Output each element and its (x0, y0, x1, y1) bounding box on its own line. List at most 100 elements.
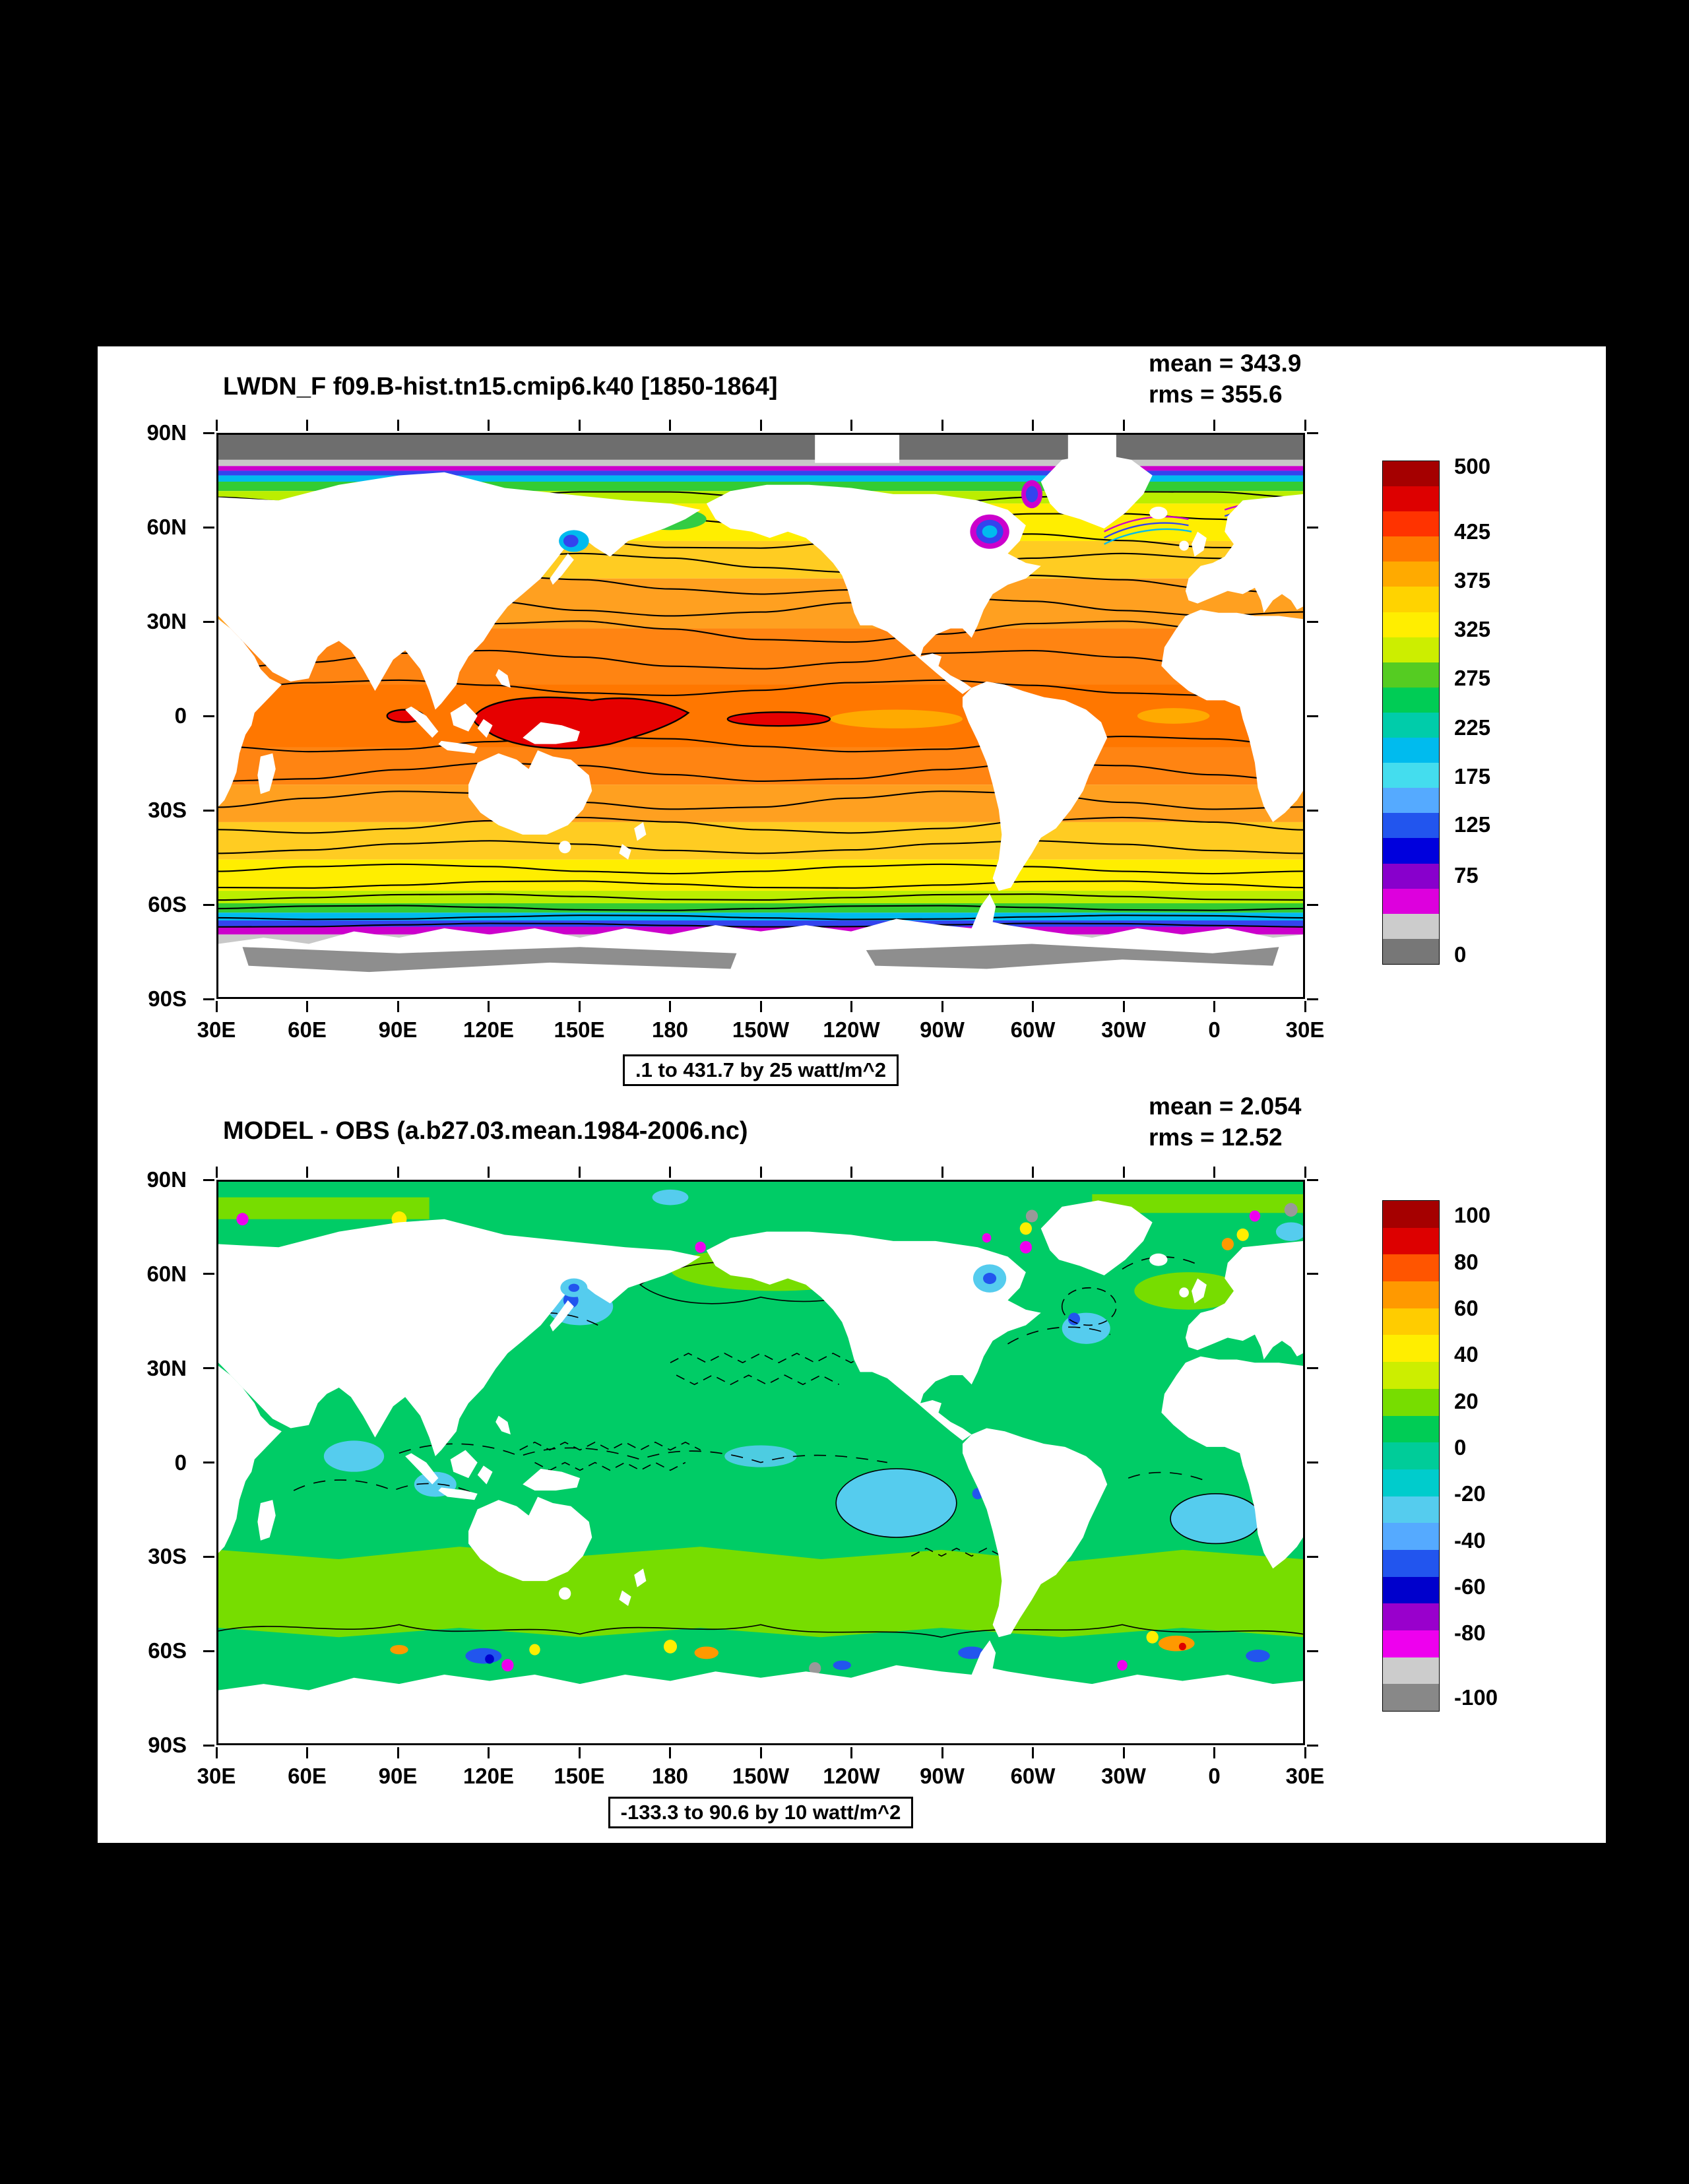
lon-tick-mark (759, 420, 762, 431)
top-map (216, 433, 1305, 999)
colorbar-segment (1383, 1469, 1439, 1496)
lon-tick-mark (759, 1747, 762, 1758)
lon-tick-mark (578, 1001, 581, 1012)
colorbar-segment (1383, 1362, 1439, 1389)
lon-tick-label: 30W (1101, 1017, 1146, 1042)
lon-tick-mark (397, 420, 399, 431)
lon-tick-mark (1213, 1167, 1215, 1178)
caption-row-bottom: -133.3 to 90.6 by 10 watt/m^2 (216, 1797, 1305, 1828)
rms-value-bottom: rms = 12.52 (1149, 1124, 1283, 1151)
lon-tick-mark (578, 420, 581, 431)
lat-tick-label: 90N (146, 1167, 187, 1192)
lon-tick-mark (941, 1167, 943, 1178)
colorbar-tick-label: 125 (1454, 812, 1491, 837)
lat-tick-label: 60N (146, 1261, 187, 1286)
colorbar-segment (1383, 1308, 1439, 1335)
lon-tick-mark (1304, 1001, 1306, 1012)
colorbar-tick-label: 425 (1454, 519, 1491, 544)
lon-tick-label: 150W (732, 1017, 790, 1042)
lon-tick-label: 90E (378, 1017, 418, 1042)
colorbar-bottom (1382, 1200, 1440, 1712)
colorbar-segment (1383, 662, 1439, 688)
caption-row-top: .1 to 431.7 by 25 watt/m^2 (216, 1054, 1305, 1086)
bottom-panel-title: MODEL - OBS (a.b27.03.mean.1984-2006.nc) (223, 1117, 748, 1145)
lat-tick-label: 0 (174, 1450, 187, 1475)
lon-tick-mark (669, 1167, 671, 1178)
lat-tick-mark (1307, 809, 1318, 812)
colorbar-tick-label: 325 (1454, 617, 1491, 642)
lon-tick-mark (1032, 420, 1034, 431)
stats-bottom: mean = 2.054 rms = 12.52 (1149, 1091, 1301, 1153)
lon-tick-label: 30E (1285, 1017, 1325, 1042)
lat-tick-mark (203, 526, 214, 529)
contour-line (218, 893, 1303, 901)
colorbar-segment (1383, 587, 1439, 612)
colorbar-segment (1383, 1576, 1439, 1604)
colorbar-segment (1383, 1684, 1439, 1712)
colorbar-segment (1383, 712, 1439, 738)
colorbar-segment (1383, 1603, 1439, 1630)
lon-tick-mark (941, 1747, 943, 1758)
lon-tick-mark (215, 1001, 218, 1012)
colorbar-top (1382, 461, 1440, 965)
colorbar-segment (1383, 687, 1439, 713)
colorbar-segment (1383, 1657, 1439, 1685)
lon-tick-label: 60W (1010, 1017, 1056, 1042)
lon-tick-label: 0 (1208, 1764, 1221, 1788)
contour-line (218, 880, 1303, 889)
colorbar-segment (1383, 511, 1439, 537)
lon-tick-label: 30W (1101, 1764, 1146, 1788)
contour-line (218, 922, 1303, 928)
lon-tick-mark (1122, 420, 1125, 431)
lat-tick-label: 30S (148, 1544, 187, 1569)
lat-tick-mark (1307, 1744, 1318, 1747)
lon-tick-mark (941, 1001, 943, 1012)
lon-tick-mark (1032, 1747, 1034, 1758)
lon-tick-mark (215, 1747, 218, 1758)
lon-tick-mark (759, 1167, 762, 1178)
lat-tick-label: 60N (146, 515, 187, 539)
colorbar-tick-label: 0 (1454, 1434, 1467, 1460)
colorbar-segment (1383, 1523, 1439, 1550)
lon-tick-label: 120W (823, 1017, 880, 1042)
rms-value-top: rms = 355.6 (1149, 381, 1283, 408)
lon-tick-label: 90W (920, 1764, 965, 1788)
contour-line (218, 905, 1303, 911)
lon-tick-label: 60W (1010, 1764, 1056, 1788)
colorbar-segment (1383, 1201, 1439, 1228)
lat-tick-label: 60S (148, 1638, 187, 1663)
lat-tick-mark (1307, 1555, 1318, 1558)
lat-tick-label: 90S (148, 1733, 187, 1757)
contour-line (218, 863, 1303, 875)
sea-overlays-top (242, 480, 1279, 973)
lon-tick-label: 30E (197, 1017, 236, 1042)
colorbar-tick-label: 275 (1454, 665, 1491, 690)
contour-line (218, 790, 1303, 810)
lat-tick-label: 90S (148, 986, 187, 1011)
lon-tick-mark (850, 1001, 852, 1012)
lat-tick-mark (203, 432, 214, 434)
lon-tick-mark (397, 1747, 399, 1758)
colorbar-segment (1383, 863, 1439, 889)
lat-tick-mark (203, 620, 214, 623)
colorbar-segment (1383, 913, 1439, 939)
colorbar-segment (1383, 1442, 1439, 1469)
colorbar-segment (1383, 1281, 1439, 1308)
contour-range-caption-bottom: -133.3 to 90.6 by 10 watt/m^2 (608, 1797, 914, 1828)
mean-value-top: mean = 343.9 (1149, 350, 1302, 377)
stats-top: mean = 343.9 rms = 355.6 (1149, 348, 1301, 410)
lat-tick-mark (203, 1650, 214, 1652)
colorbar-tick-label: 80 (1454, 1249, 1479, 1274)
lon-tick-mark (1122, 1001, 1125, 1012)
lon-tick-label: 30E (197, 1764, 236, 1788)
colorbar-tick-label: 75 (1454, 862, 1479, 887)
lon-tick-mark (488, 1167, 490, 1178)
colorbar-tick-label: 20 (1454, 1388, 1479, 1413)
colorbar-segment (1383, 1335, 1439, 1363)
colorbar-tick-label: 100 (1454, 1203, 1491, 1228)
lat-tick-mark (203, 998, 214, 1000)
lon-tick-mark (397, 1001, 399, 1012)
bottom-map (216, 1180, 1305, 1745)
colorbar-tick-label: 175 (1454, 763, 1491, 788)
lon-tick-mark (1304, 420, 1306, 431)
